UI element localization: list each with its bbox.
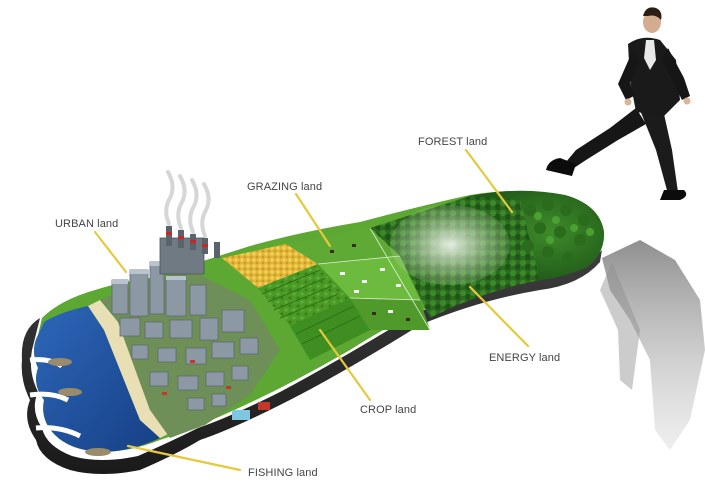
energy-land-label: ENERGY land <box>489 352 561 364</box>
urban-land-label: URBAN land <box>55 218 119 230</box>
fishing-land-label: FISHING land <box>248 467 318 479</box>
crop-land-label: CROP land <box>360 404 417 416</box>
grazing-land-label: GRAZING land <box>247 181 323 193</box>
forest-land-label: FOREST land <box>418 136 488 148</box>
walking-man <box>546 7 691 200</box>
